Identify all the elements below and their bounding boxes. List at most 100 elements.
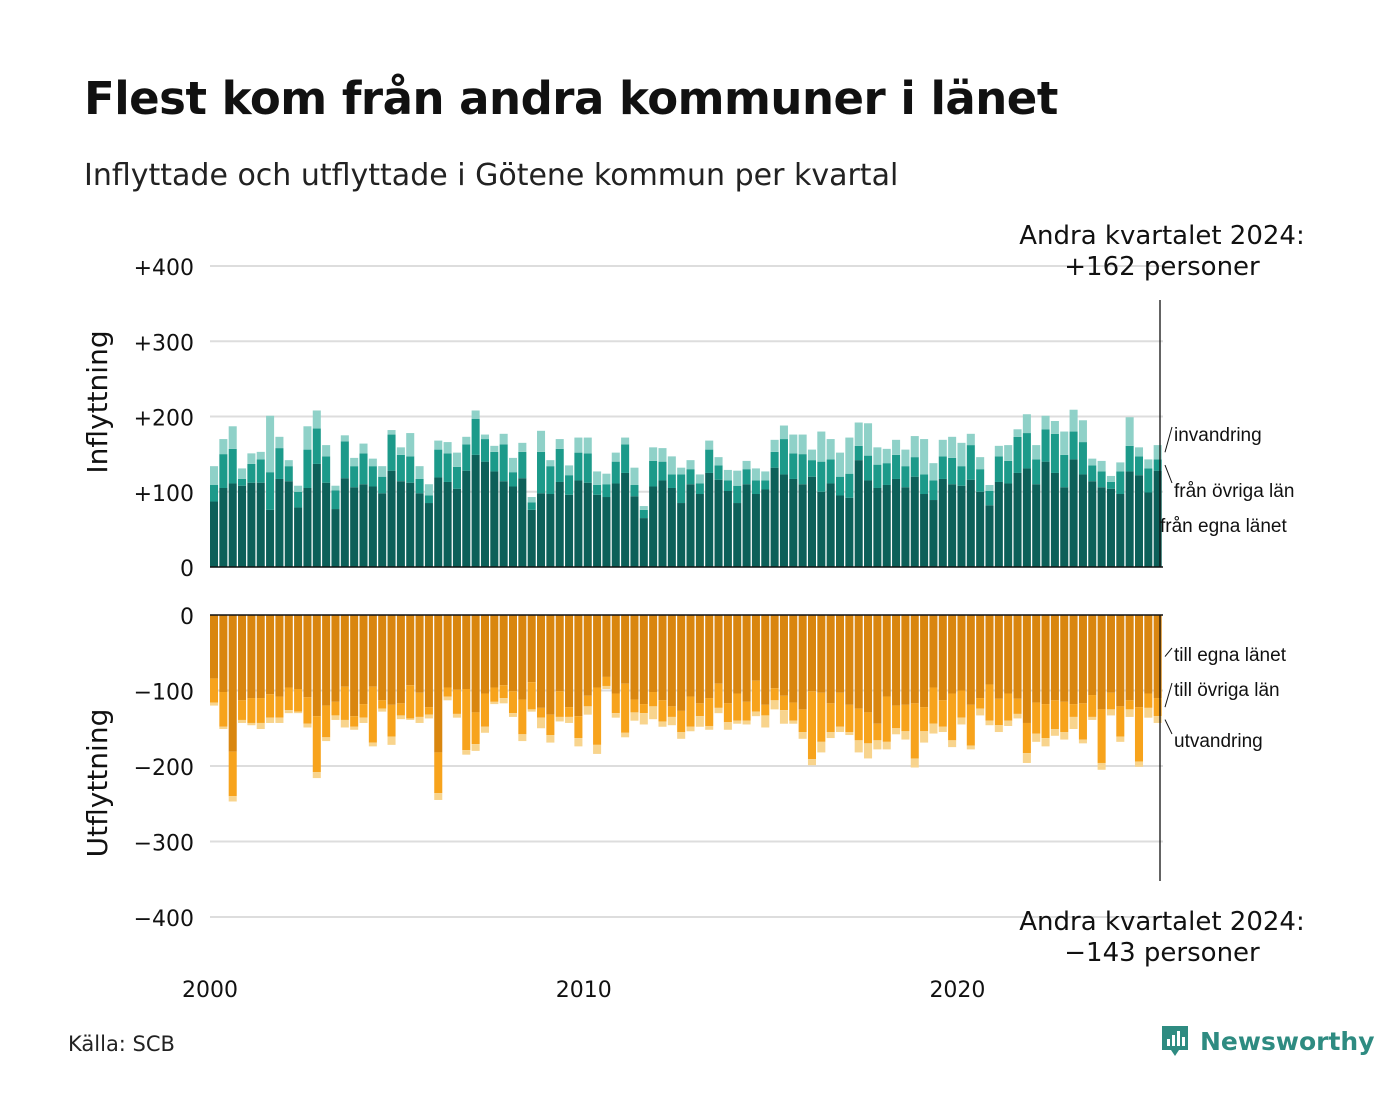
inflow-bar — [1125, 417, 1134, 446]
outflow-bar — [1116, 615, 1125, 707]
outflow-bar — [686, 696, 695, 727]
outflow-bar — [705, 615, 714, 699]
inflow-bar — [219, 487, 228, 567]
outflow-bar — [574, 615, 583, 717]
outflow-bar — [228, 615, 237, 752]
inflow-bar — [1050, 433, 1059, 473]
outflow-bar — [770, 700, 779, 710]
outflow-bar — [845, 732, 854, 736]
outflow-bar — [546, 615, 555, 715]
inflow-bar — [284, 481, 293, 567]
inflow-bar — [789, 453, 798, 479]
outflow-bar — [733, 615, 742, 694]
inflow-bar — [845, 473, 854, 498]
inflow-bar — [256, 459, 265, 483]
outflow-bar — [723, 703, 732, 723]
outflow-bar — [537, 707, 546, 718]
outflow-bar — [219, 615, 228, 693]
inflow-bar — [583, 453, 592, 483]
inflow-bar — [368, 458, 377, 467]
inflow-bar — [957, 485, 966, 567]
inflow-bar — [368, 486, 377, 567]
outflow-bar — [761, 704, 770, 716]
label-leader — [1164, 719, 1173, 735]
outflow-bar — [845, 615, 854, 705]
outflow-bar — [864, 743, 873, 759]
outflow-bar — [761, 715, 770, 728]
outflow-bar — [340, 719, 349, 728]
outflow-bar — [770, 615, 779, 689]
inflow-bar — [312, 410, 321, 429]
outflow-bar — [1032, 702, 1041, 734]
y-tick-label: −100 — [134, 681, 194, 706]
inflow-bar — [929, 500, 938, 567]
outflow-bar — [331, 615, 340, 702]
outflow-bar — [621, 615, 630, 684]
outflow-bar — [1144, 615, 1153, 694]
outflow-bar — [779, 615, 788, 696]
outflow-bar — [966, 615, 975, 705]
inflow-bar — [658, 461, 667, 481]
inflow-bar — [966, 479, 975, 567]
inflow-bar — [228, 448, 237, 484]
outflow-bar — [948, 693, 957, 741]
inflow-bar — [714, 465, 723, 480]
inflow-bar — [667, 474, 676, 488]
outflow-bar — [789, 720, 798, 724]
outflow-bars — [210, 615, 1162, 802]
inflow-bar — [966, 433, 975, 446]
outflow-axis-title: Utflyttning — [81, 709, 114, 858]
outflow-bar — [649, 615, 658, 693]
inflow-bar — [845, 497, 854, 567]
outflow-bar — [1004, 693, 1013, 721]
y-tick-label: 0 — [180, 557, 194, 582]
outflow-bar — [499, 698, 508, 704]
outflow-bar — [518, 615, 527, 700]
outflow-bar — [284, 615, 293, 688]
outflow-bar — [1078, 615, 1087, 704]
outflow-bar — [462, 688, 471, 751]
outflow-bar — [219, 692, 228, 727]
inflow-bar — [807, 476, 816, 567]
inflow-bar — [892, 439, 901, 455]
inflow-bar — [322, 482, 331, 567]
inflow-bar — [266, 415, 275, 473]
outflow-bar — [882, 696, 891, 742]
outflow-bar — [583, 615, 592, 696]
outflow-bar — [1050, 700, 1059, 730]
outflow-series-label: till egna länet — [1174, 645, 1287, 666]
outflow-bar — [966, 704, 975, 746]
outflow-bar — [1125, 615, 1134, 701]
inflow-bar — [480, 434, 489, 440]
outflow-bar — [817, 615, 826, 693]
inflow-bar — [415, 493, 424, 567]
y-tick-label: +100 — [134, 482, 194, 507]
inflow-bar — [480, 439, 489, 462]
outflow-bar — [994, 725, 1003, 733]
inflow-bar — [546, 466, 555, 495]
outflow-bar — [593, 687, 602, 745]
inflow-bar — [508, 457, 518, 473]
outflow-bar — [275, 615, 284, 697]
inflow-bar — [695, 494, 704, 567]
inflow-bar — [452, 466, 461, 489]
outflow-bar — [406, 615, 415, 686]
outflow-bar — [228, 796, 237, 802]
inflow-bar — [518, 478, 527, 567]
inflow-bar — [228, 483, 237, 567]
inflow-bar — [1022, 433, 1031, 469]
inflow-bar — [359, 443, 368, 454]
inflow-bar — [471, 410, 480, 419]
outflow-bar — [294, 615, 303, 689]
inflow-bar — [602, 473, 611, 485]
outflow-annotation-line2: −143 personer — [1064, 938, 1260, 968]
outflow-bar — [779, 710, 788, 724]
inflow-bar — [751, 494, 760, 567]
inflow-bar — [406, 433, 415, 457]
outflow-bar — [1078, 739, 1087, 744]
outflow-bar — [527, 615, 536, 683]
outflow-bar — [807, 691, 816, 760]
inflow-bar — [807, 449, 816, 461]
outflow-bar — [892, 705, 901, 729]
outflow-bar — [406, 718, 415, 720]
